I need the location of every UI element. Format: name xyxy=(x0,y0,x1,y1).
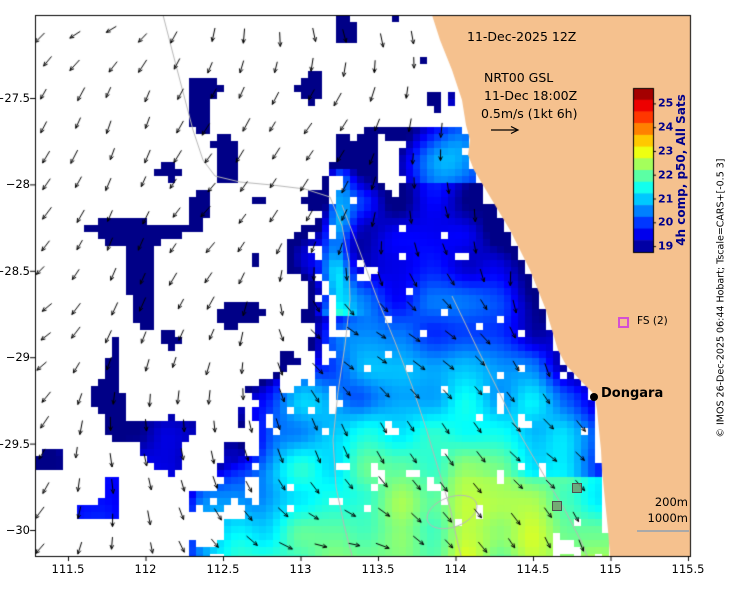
x-tick-label: 113 xyxy=(289,562,312,576)
x-tick-label: 112 xyxy=(134,562,157,576)
credit-text: © IMOS 26-Dec-2025 06:44 Hobart; Tscale=… xyxy=(715,158,727,438)
colorbar-tick-label: 23 xyxy=(658,144,674,158)
y-tick-label: −29 xyxy=(5,350,30,365)
x-tick-label: 115 xyxy=(599,562,622,576)
vector-scale-label: 0.5m/s (1kt 6h) xyxy=(481,106,578,121)
product-label: NRT00 GSL xyxy=(484,70,554,85)
station-label-fs: FS (2) xyxy=(637,315,668,327)
colorbar-tick-label: 19 xyxy=(658,239,674,253)
depth-contour-sample-line xyxy=(637,530,689,532)
map-datetime-label: 11-Dec-2025 12Z xyxy=(467,29,577,44)
depth-label-1000m: 1000m xyxy=(647,511,688,525)
depth-label-200m: 200m xyxy=(654,495,688,509)
station-marker-fs xyxy=(618,317,629,328)
valid-time-label: 11-Dec 18:00Z xyxy=(484,88,578,103)
x-tick-label: 112.5 xyxy=(206,562,240,576)
x-tick-label: 114.5 xyxy=(516,562,550,576)
place-label-dongara: Dongara xyxy=(601,386,664,401)
mooring-marker xyxy=(572,483,582,493)
x-tick-label: 114 xyxy=(444,562,467,576)
colorbar-tick-label: 24 xyxy=(658,120,674,134)
place-dot-dongara xyxy=(590,393,598,401)
colorbar-tick-label: 25 xyxy=(658,96,674,110)
x-tick-label: 113.5 xyxy=(361,562,395,576)
scale-arrow-icon xyxy=(491,125,520,135)
y-tick-label: −29.5 xyxy=(0,436,30,451)
colorbar-tick-label: 20 xyxy=(658,215,674,229)
x-tick-label: 115.5 xyxy=(671,562,705,576)
x-tick-label: 111.5 xyxy=(51,562,85,576)
colorbar-tick-label: 22 xyxy=(658,168,674,182)
colorbar-tick-label: 21 xyxy=(658,192,674,205)
y-tick-label: −28 xyxy=(5,177,30,192)
colorbar-title: 4h comp, p50, All Sats xyxy=(674,94,688,246)
y-tick-label: −30 xyxy=(5,523,30,537)
y-tick-label: −27.5 xyxy=(0,91,30,105)
y-tick-label: −28.5 xyxy=(0,263,30,278)
mooring-marker xyxy=(552,501,562,511)
